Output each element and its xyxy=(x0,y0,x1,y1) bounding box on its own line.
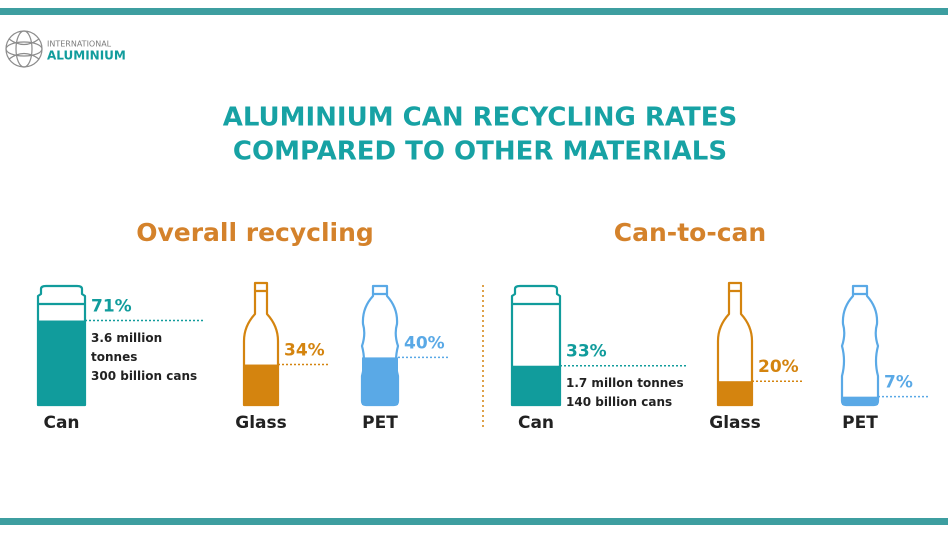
value-label: 20% xyxy=(758,357,799,377)
title-line: COMPARED TO OTHER MATERIALS xyxy=(233,137,727,167)
bottom-band xyxy=(0,518,948,525)
category-label: PET xyxy=(362,413,398,433)
value-label: 71% xyxy=(91,297,132,317)
container-outline xyxy=(840,284,880,407)
annotation: tonnes xyxy=(91,350,137,364)
fill-level xyxy=(842,396,878,405)
fill-level xyxy=(512,365,560,405)
value-label: 33% xyxy=(566,342,607,362)
logo xyxy=(5,30,43,68)
annotation: 140 billion cans xyxy=(566,395,672,409)
category-label: Glass xyxy=(235,413,287,433)
category-label: Can xyxy=(518,413,554,433)
category-label: Glass xyxy=(709,413,761,433)
chart-title: Overall recycling xyxy=(136,218,374,247)
top-band xyxy=(0,8,948,15)
annotation: 1.7 millon tonnes xyxy=(566,376,684,390)
logo-line1: INTERNATIONAL xyxy=(47,40,112,49)
category-label: Can xyxy=(43,413,79,433)
container-outline xyxy=(242,281,280,407)
chart-title: Can-to-can xyxy=(614,218,766,247)
container-outline xyxy=(716,281,754,407)
value-label: 40% xyxy=(404,333,445,353)
fill-level xyxy=(718,381,752,405)
container-outline xyxy=(510,284,562,407)
fill-level xyxy=(362,357,398,405)
value-label: 7% xyxy=(884,373,913,393)
annotation: 3.6 million xyxy=(91,331,162,345)
title-line: ALUMINIUM CAN RECYCLING RATES xyxy=(223,103,738,133)
category-label: PET xyxy=(842,413,878,433)
value-label: 34% xyxy=(284,341,325,361)
fill-level xyxy=(38,320,85,405)
fill-level xyxy=(244,364,278,405)
logo-line2: ALUMINIUM xyxy=(47,49,126,63)
annotation: 300 billion cans xyxy=(91,369,197,383)
container-outline xyxy=(360,284,400,407)
container-outline xyxy=(36,284,87,407)
